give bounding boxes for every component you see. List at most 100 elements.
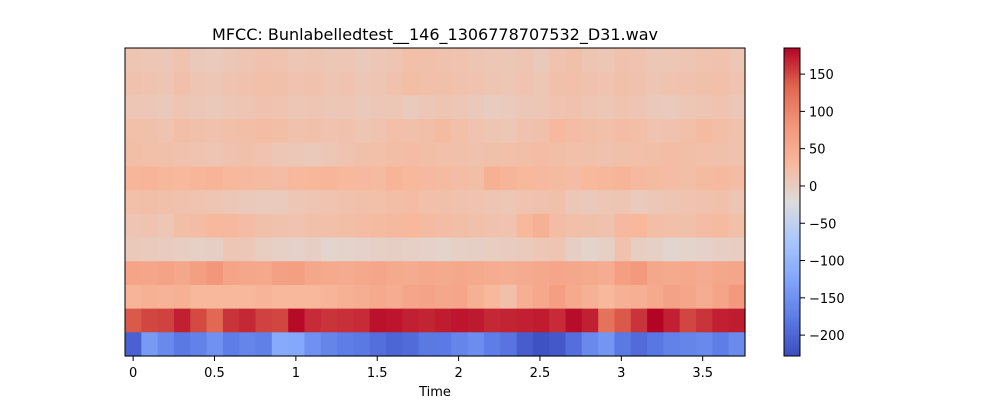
heatmap-cell xyxy=(157,261,175,286)
heatmap-cell xyxy=(467,95,485,120)
heatmap-cell xyxy=(467,261,485,286)
heatmap-cell xyxy=(141,213,159,239)
heatmap-cell xyxy=(516,308,534,333)
heatmap-cell xyxy=(467,119,485,144)
heatmap-cell xyxy=(598,237,616,262)
heatmap-cell xyxy=(483,332,501,357)
x-axis-label: Time xyxy=(418,385,451,400)
heatmap-cell xyxy=(483,166,501,191)
heatmap-cell xyxy=(320,308,338,333)
heatmap-cell xyxy=(271,213,289,239)
heatmap-cell xyxy=(190,95,208,120)
heatmap-cell xyxy=(614,190,632,215)
heatmap-cell xyxy=(630,142,648,168)
x-tick-label: 2.5 xyxy=(530,366,551,381)
heatmap-cell xyxy=(157,95,175,120)
heatmap-cell xyxy=(369,95,387,120)
heatmap-cell xyxy=(663,190,681,215)
heatmap-cell xyxy=(598,166,616,191)
colorbar-tick-label: 150 xyxy=(809,68,834,83)
heatmap-cell xyxy=(581,119,599,144)
heatmap-cell xyxy=(288,142,306,168)
heatmap-cell xyxy=(630,166,648,191)
heatmap-cell xyxy=(467,166,485,191)
heatmap-cell xyxy=(679,95,697,120)
heatmap-cell xyxy=(532,48,550,73)
heatmap-cell xyxy=(402,48,420,73)
heatmap-cell xyxy=(337,284,355,310)
heatmap-cell xyxy=(255,119,273,144)
heatmap-cell xyxy=(647,166,665,191)
heatmap-cell xyxy=(516,284,534,310)
heatmap-cell xyxy=(696,190,713,215)
heatmap-cell xyxy=(614,71,632,96)
heatmap-cell xyxy=(483,284,501,310)
heatmap-cell xyxy=(125,190,142,215)
heatmap-cell xyxy=(402,261,420,286)
heatmap-cell xyxy=(173,332,191,357)
heatmap-cell xyxy=(549,284,567,310)
heatmap-cell xyxy=(663,308,681,333)
heatmap-cell xyxy=(157,119,175,144)
heatmap-cell xyxy=(239,190,257,215)
heatmap-cell xyxy=(353,190,371,215)
heatmap-cell xyxy=(728,308,746,333)
heatmap-cell xyxy=(239,332,257,357)
x-tick-label: 1.5 xyxy=(367,366,388,381)
heatmap-cell xyxy=(304,308,322,333)
heatmap-cell xyxy=(190,261,208,286)
heatmap-cell xyxy=(320,213,338,239)
heatmap-cell xyxy=(222,48,240,73)
heatmap-cell xyxy=(435,119,452,144)
heatmap-cell xyxy=(402,213,420,239)
heatmap-cell xyxy=(712,119,730,144)
heatmap-cell xyxy=(712,95,730,120)
heatmap-cell xyxy=(712,308,730,333)
heatmap-cell xyxy=(271,142,289,168)
heatmap-cell xyxy=(271,237,289,262)
colorbar-tick-label: −150 xyxy=(809,292,845,307)
heatmap-cell xyxy=(386,71,403,96)
colorbar-tick-label: −100 xyxy=(809,255,845,270)
heatmap-cell xyxy=(418,284,436,310)
heatmap-cell xyxy=(402,119,420,144)
heatmap-cell xyxy=(500,190,518,215)
heatmap-cell xyxy=(483,71,501,96)
heatmap-cell xyxy=(565,308,583,333)
heatmap-cell xyxy=(451,261,469,286)
heatmap-cell xyxy=(712,48,730,73)
heatmap-cell xyxy=(679,48,697,73)
heatmap-cell xyxy=(679,119,697,144)
heatmap-cell xyxy=(647,308,665,333)
heatmap-cell xyxy=(614,166,632,191)
heatmap-cell xyxy=(728,48,746,73)
heatmap-cell xyxy=(712,71,730,96)
heatmap-cell xyxy=(141,48,159,73)
heatmap-cell xyxy=(728,119,746,144)
heatmap-cell xyxy=(190,142,208,168)
heatmap-cell xyxy=(386,119,403,144)
heatmap-cell xyxy=(304,284,322,310)
heatmap-cell xyxy=(679,308,697,333)
heatmap-cell xyxy=(271,71,289,96)
heatmap-cell xyxy=(712,237,730,262)
heatmap-cell xyxy=(173,119,191,144)
heatmap-cell xyxy=(222,166,240,191)
heatmap-cell xyxy=(598,119,616,144)
heatmap-cell xyxy=(173,284,191,310)
heatmap-cell xyxy=(467,237,485,262)
heatmap-cell xyxy=(565,237,583,262)
heatmap-cell xyxy=(549,237,567,262)
heatmap-cell xyxy=(598,284,616,310)
heatmap-cell xyxy=(451,95,469,120)
heatmap-cell xyxy=(190,308,208,333)
heatmap-cell xyxy=(402,95,420,120)
heatmap-cell xyxy=(728,166,746,191)
heatmap-cell xyxy=(467,71,485,96)
heatmap-cell xyxy=(418,48,436,73)
heatmap-cell xyxy=(696,95,713,120)
heatmap-cell xyxy=(369,237,387,262)
heatmap-cell xyxy=(173,261,191,286)
heatmap-cell xyxy=(173,48,191,73)
heatmap-cell xyxy=(614,332,632,357)
